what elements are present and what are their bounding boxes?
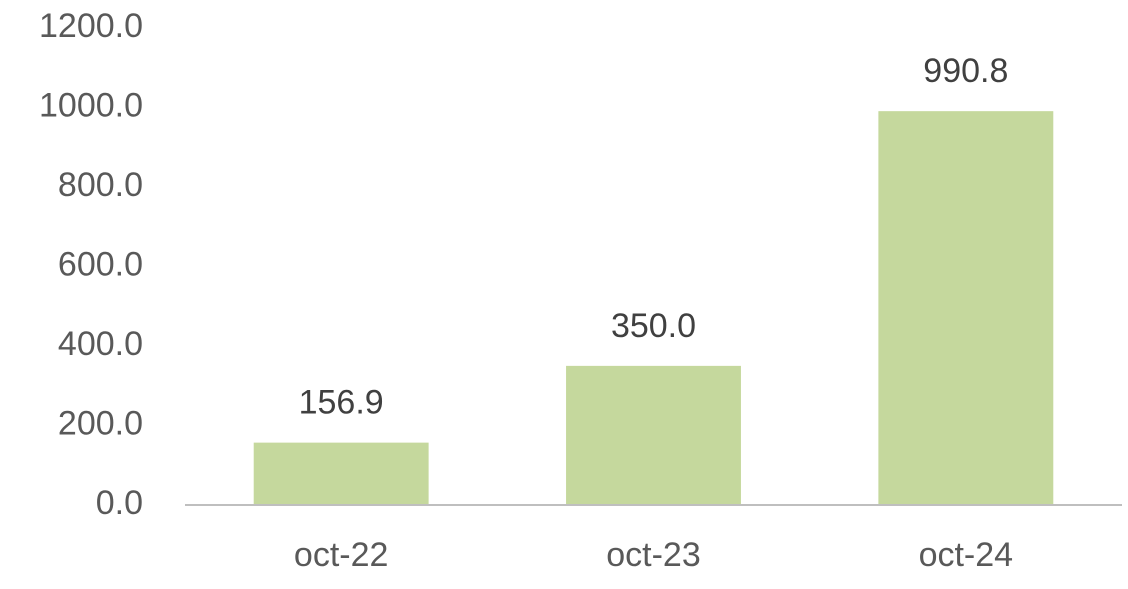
- value-label: 990.8: [923, 52, 1008, 90]
- y-tick-label: 200.0: [58, 404, 143, 442]
- y-tick-label: 1200.0: [39, 7, 143, 45]
- y-tick-label: 600.0: [58, 245, 143, 283]
- bar: [566, 365, 741, 505]
- y-tick-label: 0.0: [96, 484, 143, 522]
- x-tick-label: oct-23: [606, 536, 701, 574]
- y-tick-label: 1000.0: [39, 86, 143, 124]
- bar: [878, 111, 1054, 506]
- value-label: 350.0: [611, 307, 696, 345]
- bar: [253, 442, 429, 505]
- x-tick-label: oct-22: [294, 536, 389, 574]
- y-tick-label: 400.0: [58, 325, 143, 363]
- value-label: 156.9: [299, 384, 384, 422]
- x-tick-label: oct-24: [919, 536, 1014, 574]
- y-tick-label: 800.0: [58, 166, 143, 204]
